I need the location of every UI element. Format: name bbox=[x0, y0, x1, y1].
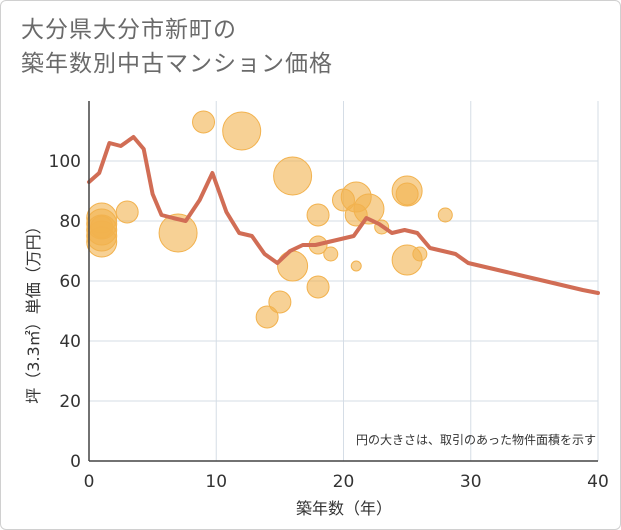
bubble-point bbox=[353, 193, 385, 225]
bubble-point bbox=[350, 260, 362, 272]
y-tick-label: 100 bbox=[49, 152, 81, 172]
bubble-point bbox=[277, 250, 309, 282]
x-tick-label: 10 bbox=[205, 472, 227, 492]
x-axis-label: 築年数（年） bbox=[296, 499, 392, 518]
y-tick-label: 20 bbox=[59, 392, 81, 412]
x-tick-label: 20 bbox=[333, 472, 355, 492]
bubble-point bbox=[395, 182, 419, 206]
y-tick-label: 60 bbox=[59, 272, 81, 292]
bubble-point bbox=[115, 200, 139, 224]
y-axis-label: 坪（3.3㎡）単価（万円） bbox=[24, 218, 43, 403]
bubble-point bbox=[412, 246, 428, 262]
bubble-point bbox=[158, 213, 198, 253]
bubble-point bbox=[306, 275, 330, 299]
bubble-point bbox=[323, 246, 339, 262]
grid bbox=[88, 101, 599, 462]
bubble-point bbox=[273, 156, 313, 196]
x-tick-label: 30 bbox=[460, 472, 482, 492]
bubble-point bbox=[222, 111, 262, 151]
bubble-point bbox=[90, 215, 114, 239]
y-tick-label: 0 bbox=[70, 452, 81, 472]
x-tick-label: 40 bbox=[587, 472, 609, 492]
chart-title: 大分県大分市新町の 築年数別中古マンション価格 bbox=[21, 13, 333, 81]
chart-title-line2: 築年数別中古マンション価格 bbox=[21, 51, 333, 77]
size-note: 円の大きさは、取引のあった物件面積を示す bbox=[356, 432, 596, 447]
average-price-line bbox=[87, 135, 600, 295]
bubble-point bbox=[268, 290, 292, 314]
bubble-point bbox=[255, 305, 279, 329]
y-tick-label: 40 bbox=[59, 332, 81, 352]
axes bbox=[88, 101, 598, 462]
bubble-layer bbox=[86, 110, 453, 329]
chart-title-line1: 大分県大分市新町の bbox=[21, 17, 237, 43]
x-tick-label: 0 bbox=[84, 472, 95, 492]
bubble-point bbox=[306, 203, 330, 227]
y-tick-label: 80 bbox=[59, 212, 81, 232]
bubble-point bbox=[437, 207, 453, 223]
line-layer bbox=[87, 135, 600, 295]
tick-labels: 0 20 40 60 80 100 0 10 20 30 40 bbox=[49, 152, 609, 492]
bubble-point bbox=[192, 110, 216, 134]
